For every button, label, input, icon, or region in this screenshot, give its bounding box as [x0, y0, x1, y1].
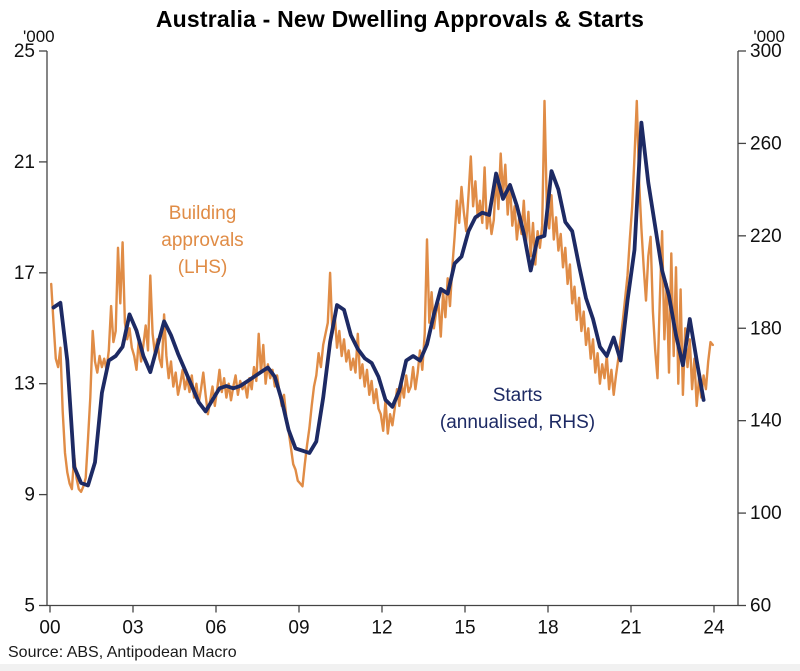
- left-axis-tick-label: 13: [14, 374, 35, 395]
- x-axis-tick-label: 03: [122, 618, 143, 639]
- chart-title: Australia - New Dwelling Approvals & Sta…: [155, 6, 645, 32]
- x-axis-tick-label: 12: [371, 618, 392, 639]
- x-axis-tick-label: 09: [288, 618, 309, 639]
- left-axis-tick-label: 25: [14, 41, 35, 62]
- left-axis-tick-label: 9: [24, 485, 35, 506]
- approvals-line: [50, 99, 714, 493]
- approvals-label-line1: Building: [168, 203, 237, 224]
- approvals-label-line3: (LHS): [177, 257, 228, 278]
- right-axis-tick-label: 140: [750, 411, 782, 432]
- right-axis-tick-label: 180: [750, 318, 782, 339]
- starts-line: [51, 120, 706, 488]
- starts-label-line1: Starts: [492, 385, 543, 406]
- right-axis-tick-label: 300: [750, 41, 782, 62]
- left-axis-tick-label: 5: [24, 596, 35, 617]
- x-axis-tick-label: 15: [454, 618, 475, 639]
- source-attribution: Source: ABS, Antipodean Macro: [8, 644, 237, 661]
- starts-label-line2: (annualised, RHS): [439, 412, 596, 433]
- left-axis-unit: '000: [23, 27, 55, 46]
- approvals-label-line2: approvals: [161, 230, 244, 251]
- right-axis-unit: '000: [753, 27, 785, 46]
- right-axis-tick-label: 100: [750, 503, 782, 524]
- starts-series-label: Starts (annualised, RHS): [400, 382, 635, 436]
- right-axis-tick-label: 220: [750, 226, 782, 247]
- x-axis-tick-label: 24: [703, 618, 725, 639]
- left-axis-tick-label: 21: [14, 152, 35, 173]
- right-axis-tick-label: 260: [750, 133, 782, 154]
- footer-strip: [0, 664, 800, 671]
- right-axis-tick-label: 60: [750, 596, 771, 617]
- x-axis-tick-label: 06: [205, 618, 226, 639]
- left-axis-tick-label: 17: [14, 263, 35, 284]
- approvals-series-label: Building approvals (LHS): [110, 200, 295, 281]
- x-axis-tick-label: 00: [39, 618, 60, 639]
- x-axis-tick-label: 18: [537, 618, 558, 639]
- x-axis-tick-label: 21: [620, 618, 641, 639]
